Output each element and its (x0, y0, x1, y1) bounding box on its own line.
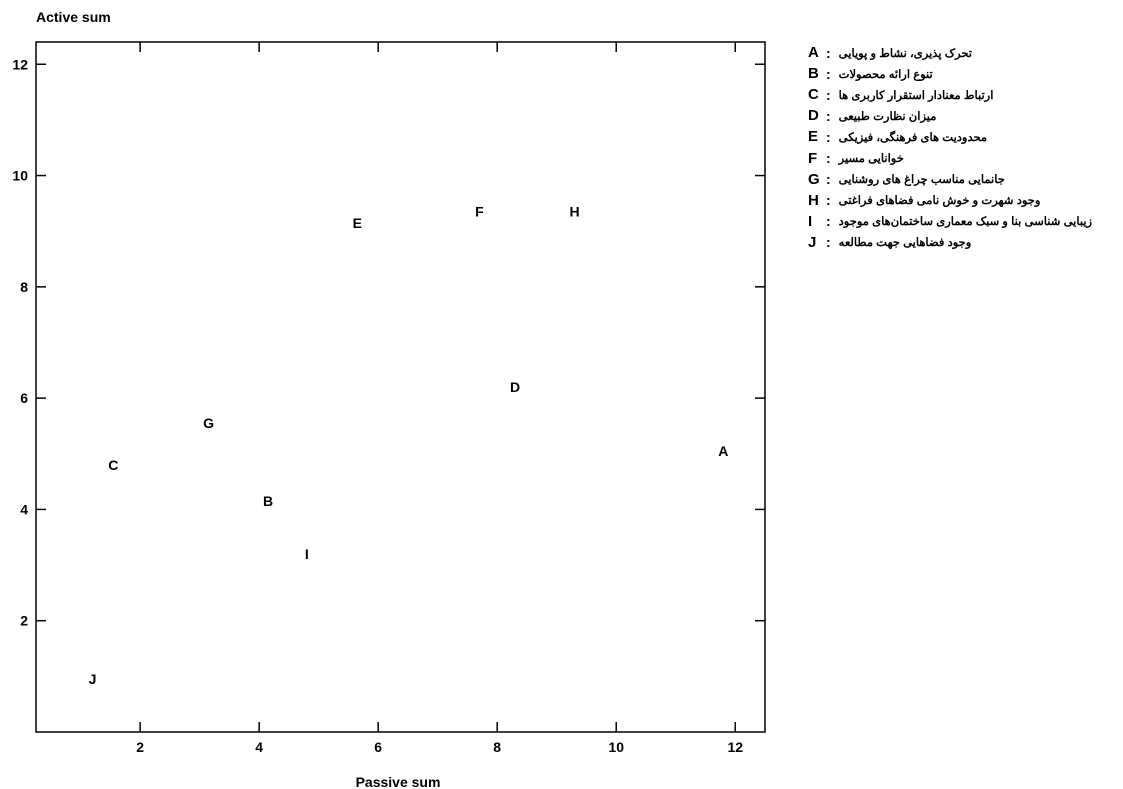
y-tick-label: 10 (12, 168, 28, 184)
legend-label: خوانایی مسیر (838, 153, 904, 166)
legend-item-d: D : میزان نظارت طبیعی (808, 105, 1118, 126)
point-i: I (305, 546, 309, 562)
legend-label: تنوع ارائه محصولات (838, 68, 933, 81)
x-tick-label: 8 (493, 739, 501, 755)
plot-area: Active sum Passive sum 2 4 6 8 10 1224681012 … (12, 9, 766, 789)
legend-item-a: A : تحرک پذیری، نشاط و پویایی (808, 42, 1118, 63)
legend-item-b: B : تنوع ارائه محصولات (808, 63, 1118, 84)
axis-ticks: 2 4 6 8 10 12 2 4 6 8 10 12 (12, 42, 765, 755)
legend-separator: : (826, 128, 831, 145)
legend-label: وجود شهرت و خوش نامی فضاهای فراغتی (838, 195, 1041, 208)
legend-key: B (808, 65, 819, 83)
x-axis-label: Passive sum (356, 774, 441, 789)
point-d: D (510, 379, 520, 395)
legend-item-g: G : جانمایی مناسب چراغ های روشنایی (808, 169, 1118, 190)
legend-key: D (808, 107, 819, 125)
legend-separator: : (826, 86, 831, 103)
legend-label: محدودیت های فرهنگی، فیزیکی (838, 131, 988, 144)
y-tick-label: 2 (20, 613, 28, 629)
legend-separator: : (826, 65, 831, 82)
y-tick-label: 6 (20, 390, 28, 406)
legend-separator: : (826, 107, 831, 124)
legend-separator: : (826, 150, 831, 167)
legend-label: زیبایی شناسی بنا و سبک معماری ساختمان‌ها… (838, 216, 1093, 229)
legend: A : تحرک پذیری، نشاط و پویایی B : تنوع ا… (808, 42, 1118, 253)
x-tick-label: 2 (136, 739, 144, 755)
legend-item-i: I : زیبایی شناسی بنا و سبک معماری ساختما… (808, 211, 1118, 232)
legend-key: F (808, 149, 818, 167)
legend-key: A (808, 44, 819, 62)
point-g: G (203, 415, 214, 431)
x-tick-label: 6 (374, 739, 382, 755)
point-c: C (108, 457, 118, 473)
legend-key: H (808, 191, 819, 209)
legend-key: G (808, 170, 820, 188)
legend-item-e: E : محدودیت های فرهنگی، فیزیکی (808, 126, 1118, 147)
point-a: A (718, 443, 728, 459)
legend-separator: : (826, 192, 831, 209)
legend-separator: : (826, 234, 831, 251)
legend-separator: : (826, 213, 831, 230)
y-tick-label: 4 (20, 501, 28, 517)
legend-item-h: H : وجود شهرت و خوش نامی فضاهای فراغتی (808, 190, 1118, 211)
point-f: F (475, 204, 484, 220)
legend-separator: : (826, 44, 831, 61)
point-j: J (89, 671, 97, 687)
y-tick-label: 12 (12, 56, 28, 72)
x-tick-label: 10 (608, 739, 624, 755)
legend-key: C (808, 86, 819, 104)
point-h: H (570, 204, 580, 220)
point-b: B (263, 493, 273, 509)
legend-separator: : (826, 171, 831, 188)
x-tick-label: 12 (727, 739, 743, 755)
legend-item-j: J : وجود فضاهایی جهت مطالعه (808, 232, 1118, 253)
legend-item-f: F : خوانایی مسیر (808, 147, 1118, 168)
legend-key: E (808, 128, 819, 146)
legend-label: جانمایی مناسب چراغ های روشنایی (838, 174, 1005, 187)
plot-frame (35, 41, 766, 733)
legend-key: I (808, 212, 813, 230)
data-points: A B C D E F G H I J (89, 204, 729, 687)
point-e: E (353, 215, 362, 231)
y-tick-label: 8 (20, 279, 28, 295)
legend-label: تحرک پذیری، نشاط و پویایی (838, 47, 972, 60)
legend-label: میزان نظارت طبیعی (838, 110, 937, 123)
legend-item-c: C : ارتباط معنادار استقرار کاربری ها (808, 84, 1118, 105)
legend-label: ارتباط معنادار استقرار کاربری ها (838, 89, 994, 102)
x-tick-label: 4 (255, 739, 263, 755)
legend-key: J (808, 233, 817, 251)
y-axis-label: Active sum (36, 9, 111, 25)
legend-label: وجود فضاهایی جهت مطالعه (838, 237, 972, 250)
